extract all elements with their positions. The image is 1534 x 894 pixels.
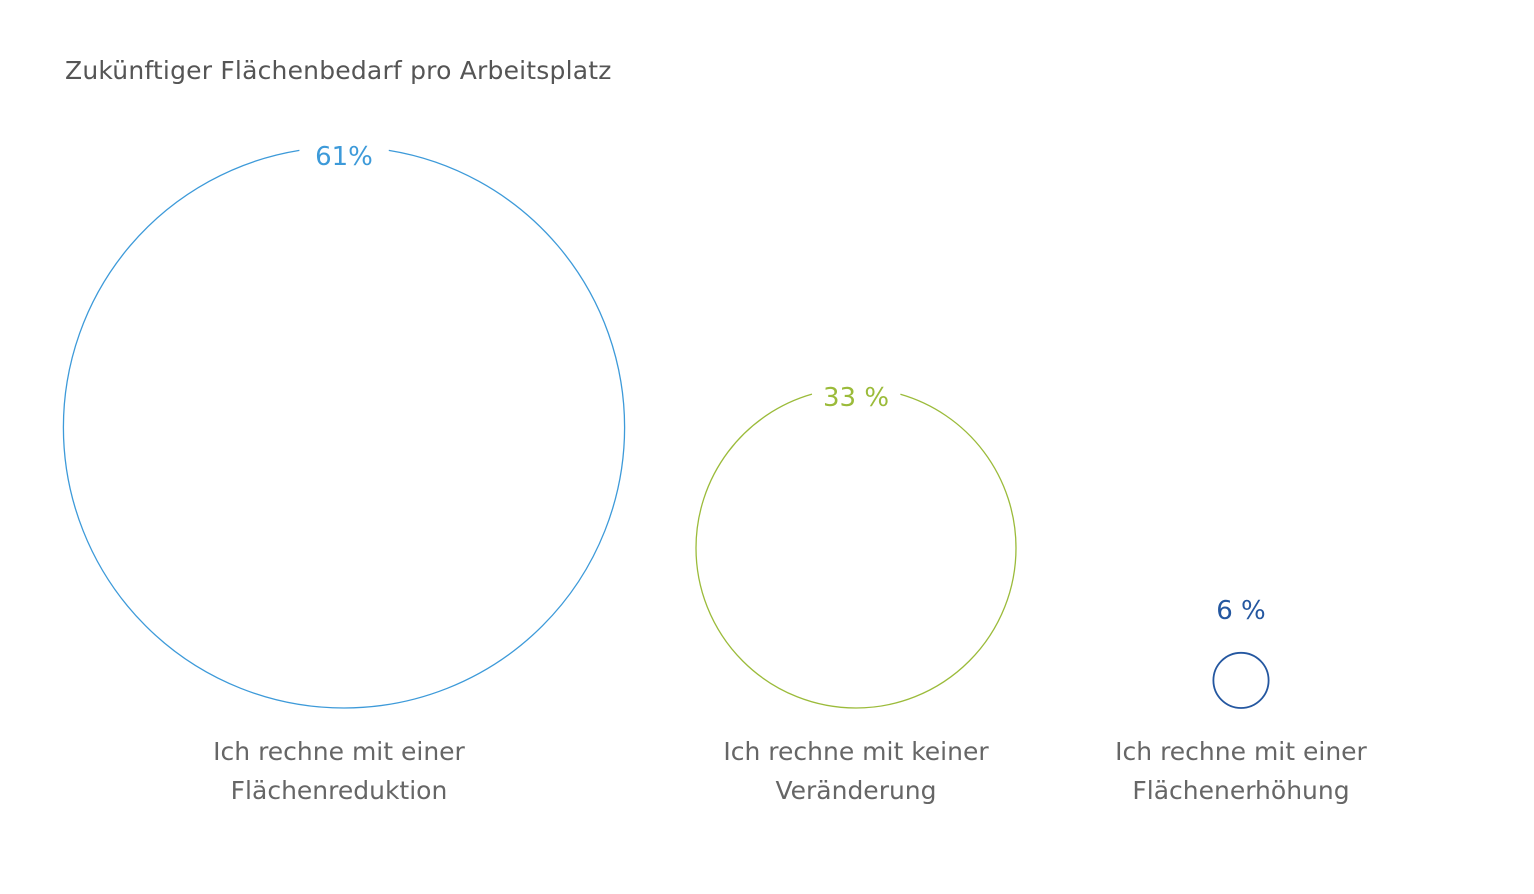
category-label: Flächenreduktion [231,776,448,805]
category-label: Veränderung [775,776,936,805]
value-label: 61% [315,142,373,172]
category-label: Ich rechne mit einer [1115,737,1367,766]
category-label: Ich rechne mit keiner [723,737,989,766]
value-label: 6 % [1216,596,1266,626]
bubble-3 [1212,651,1270,709]
bubble-2 [695,387,1017,709]
category-label: Ich rechne mit einer [213,737,465,766]
chart-title: Zukünftiger Flächenbedarf pro Arbeitspla… [65,56,612,85]
category-label: Flächenerhöhung [1132,776,1349,805]
value-label: 33 % [823,383,889,413]
bubble-1 [62,146,626,709]
